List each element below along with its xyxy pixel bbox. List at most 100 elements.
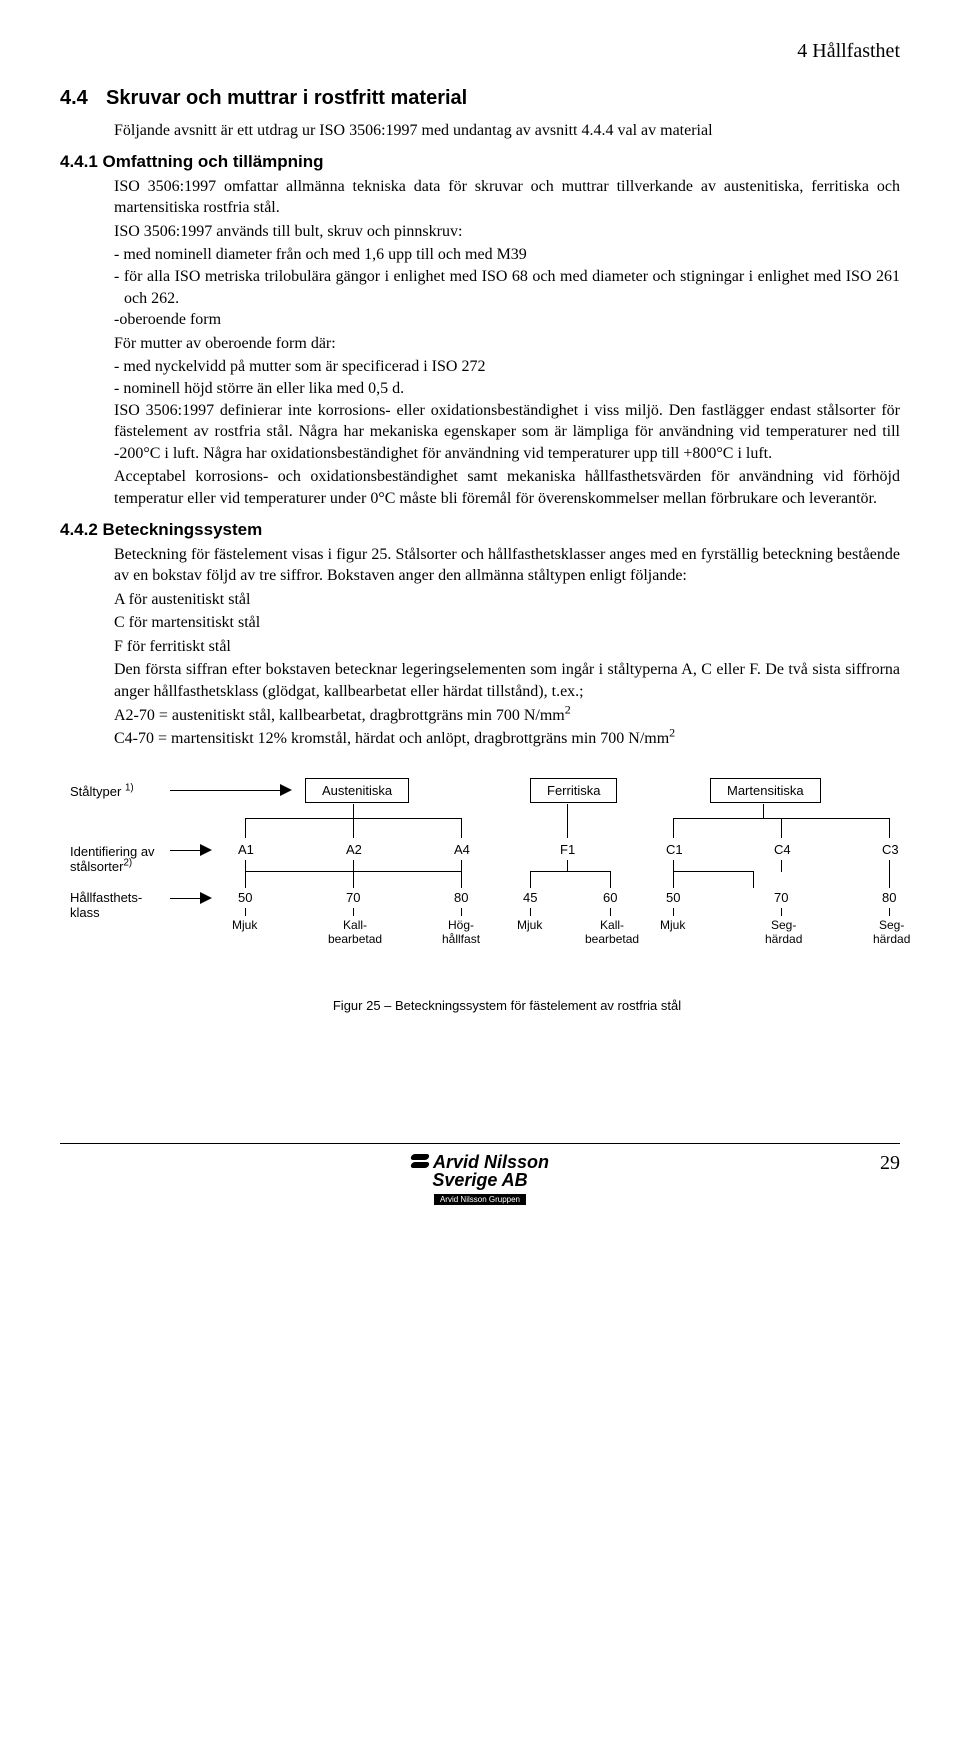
type-box-ferritiska: Ferritiska	[530, 778, 617, 803]
diagram-row-sorts: Identifiering av stålsorter2) A1 A2 A4 F…	[70, 838, 930, 888]
sort-node: A1	[238, 842, 254, 857]
para: ISO 3506:1997 omfattar allmänna tekniska…	[114, 176, 900, 219]
connector-line	[673, 871, 674, 888]
diagram-row-types: Ståltyper 1) Austenitiska Ferritiska Mar…	[70, 778, 930, 838]
connector-line	[673, 818, 674, 838]
chapter-header: 4 Hållfasthet	[60, 40, 900, 63]
para: F för ferritiskt stål	[114, 636, 900, 658]
section-title: Skruvar och muttrar i rostfritt material	[106, 87, 467, 109]
section-num: 4.4	[60, 87, 106, 110]
class-sub: Hög- hållfast	[442, 918, 480, 946]
section-4-4-2-body: Beteckning för fästelement visas i figur…	[114, 544, 900, 750]
connector-line	[170, 898, 200, 899]
figure-25-diagram: Ståltyper 1) Austenitiska Ferritiska Mar…	[70, 778, 930, 968]
connector-line	[781, 860, 782, 871]
class-node: 70	[346, 890, 360, 905]
connector-line	[673, 860, 674, 871]
superscript: 2	[669, 726, 675, 740]
sort-node: A4	[454, 842, 470, 857]
para: ISO 3506:1997 används till bult, skruv o…	[114, 221, 900, 243]
list-item: nominell höjd större än eller lika med 0…	[114, 378, 900, 400]
arrow-icon	[200, 892, 212, 904]
intro-text: Följande avsnitt är ett utdrag ur ISO 35…	[114, 120, 900, 142]
connector-line	[610, 871, 611, 888]
connector-line	[781, 908, 782, 916]
connector-line	[245, 860, 246, 888]
list-item: med nominell diameter från och med 1,6 u…	[114, 244, 900, 266]
connector-line	[763, 804, 764, 818]
class-sub: Seg- härdad	[765, 918, 802, 946]
connector-line	[673, 908, 674, 916]
type-box-austenitiska: Austenitiska	[305, 778, 409, 803]
connector-line	[889, 908, 890, 916]
arrow-icon	[280, 784, 292, 796]
page-footer: Arvid Nilsson Sverige AB Arvid Nilsson G…	[60, 1143, 900, 1213]
connector-line	[170, 790, 280, 791]
connector-line	[567, 860, 568, 871]
connector-line	[353, 860, 354, 888]
type-box-martensitiska: Martensitiska	[710, 778, 821, 803]
subsection-title: Omfattning och tillämpning	[103, 152, 324, 171]
connector-line	[353, 818, 354, 838]
example-text: A2-70 = austenitiskt stål, kallbearbetat…	[114, 707, 565, 724]
class-node: 50	[238, 890, 252, 905]
para: Acceptabel korrosions- och oxidationsbes…	[114, 466, 900, 509]
class-node: 80	[454, 890, 468, 905]
label-sup: 2)	[123, 858, 132, 869]
connector-line	[781, 818, 782, 838]
brand-logo: Arvid Nilsson Sverige AB Arvid Nilsson G…	[411, 1152, 549, 1207]
section-4-4-1-heading: 4.4.1 Omfattning och tillämpning	[60, 152, 900, 172]
subsection-title: Beteckningssystem	[103, 520, 263, 539]
list-item: med nyckelvidd på mutter som är specific…	[114, 356, 900, 378]
para: ISO 3506:1997 definierar inte korrosions…	[114, 400, 900, 465]
page-number: 29	[880, 1152, 900, 1175]
label-text: Identifiering av stålsorter	[70, 844, 155, 875]
sort-node: A2	[346, 842, 362, 857]
class-sub: Mjuk	[232, 918, 257, 932]
subsection-num: 4.4.2	[60, 520, 98, 540]
connector-line	[889, 860, 890, 888]
example-line: C4-70 = martensitiskt 12% kromstål, härd…	[114, 728, 900, 750]
connector-line	[530, 871, 610, 872]
connector-line	[170, 850, 200, 851]
section-4-4-heading: 4.4Skruvar och muttrar i rostfritt mater…	[60, 87, 900, 110]
class-node: 80	[882, 890, 896, 905]
sort-node: C4	[774, 842, 791, 857]
class-sub: Kall- bearbetad	[585, 918, 639, 946]
para: C för martensitiskt stål	[114, 612, 900, 634]
class-sub: Kall- bearbetad	[328, 918, 382, 946]
section-4-4-2-heading: 4.4.2 Beteckningssystem	[60, 520, 900, 540]
connector-line	[753, 871, 754, 888]
para: A för austenitiskt stål	[114, 589, 900, 611]
connector-line	[889, 818, 890, 838]
example-text: C4-70 = martensitiskt 12% kromstål, härd…	[114, 730, 669, 747]
connector-line	[353, 804, 354, 818]
connector-line	[673, 871, 753, 872]
connector-line	[610, 908, 611, 916]
section-4-4-1-body: ISO 3506:1997 omfattar allmänna tekniska…	[114, 176, 900, 510]
sort-node: C3	[882, 842, 899, 857]
connector-line	[245, 908, 246, 916]
subsection-num: 4.4.1	[60, 152, 98, 172]
class-node: 50	[666, 890, 680, 905]
connector-line	[781, 871, 782, 872]
para: -oberoende form	[114, 309, 900, 331]
class-node: 70	[774, 890, 788, 905]
connector-line	[245, 818, 246, 838]
class-sub: Mjuk	[517, 918, 542, 932]
para: Beteckning för fästelement visas i figur…	[114, 544, 900, 587]
brand-line-1: Arvid Nilsson	[433, 1152, 549, 1172]
connector-line	[530, 871, 531, 888]
connector-line	[461, 818, 462, 838]
class-node: 60	[603, 890, 617, 905]
brand-line-3: Arvid Nilsson Gruppen	[434, 1194, 526, 1205]
connector-line	[245, 871, 461, 872]
para: Den första siffran efter bokstaven betec…	[114, 659, 900, 702]
section-4-4-body: Följande avsnitt är ett utdrag ur ISO 35…	[114, 120, 900, 142]
connector-line	[461, 908, 462, 916]
sort-node: F1	[560, 842, 575, 857]
connector-line	[461, 860, 462, 888]
brand-line-2: Sverige AB	[411, 1171, 549, 1189]
label-sup: 1)	[125, 783, 134, 794]
figure-caption: Figur 25 – Beteckningssystem för fästele…	[114, 998, 900, 1013]
